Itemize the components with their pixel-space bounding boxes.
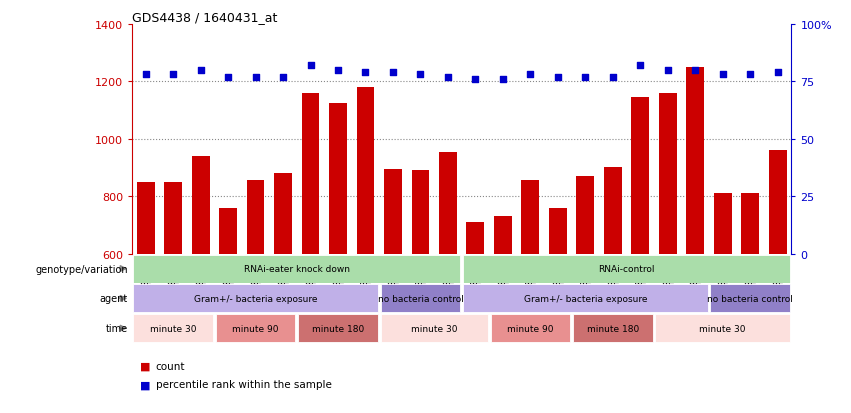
Bar [439, 152, 457, 254]
Text: minute 180: minute 180 [311, 324, 364, 333]
Bar [549, 208, 567, 254]
Point [441, 74, 454, 81]
Bar [604, 168, 622, 254]
Bar [215, 314, 295, 342]
Point [661, 67, 675, 74]
Bar [357, 88, 374, 254]
Point [579, 74, 592, 81]
Point [386, 70, 400, 76]
Bar [247, 181, 265, 254]
Point [688, 67, 702, 74]
Point [551, 74, 565, 81]
Point [139, 72, 152, 78]
Text: minute 180: minute 180 [586, 324, 639, 333]
Text: no bacteria control: no bacteria control [378, 294, 464, 303]
Point [523, 72, 537, 78]
Bar [380, 314, 488, 342]
Text: no bacteria control: no bacteria control [707, 294, 793, 303]
Text: agent: agent [100, 294, 128, 304]
Text: Gram+/- bacteria exposure: Gram+/- bacteria exposure [194, 294, 317, 303]
Bar [134, 285, 378, 313]
Bar [329, 104, 347, 254]
Point [414, 72, 427, 78]
Point [496, 76, 510, 83]
Text: minute 30: minute 30 [411, 324, 458, 333]
Bar [137, 183, 155, 254]
Bar [659, 94, 677, 254]
Bar [380, 285, 460, 313]
Bar [134, 255, 460, 283]
Point [221, 74, 235, 81]
Bar [686, 68, 704, 254]
Text: percentile rank within the sample: percentile rank within the sample [156, 380, 332, 389]
Text: time: time [106, 323, 128, 333]
Bar [768, 151, 786, 254]
Bar [466, 223, 484, 254]
Point [166, 72, 180, 78]
Point [771, 70, 785, 76]
Point [469, 76, 483, 83]
Text: RNAi-control: RNAi-control [598, 264, 654, 273]
Point [277, 74, 290, 81]
Bar [384, 169, 402, 254]
Bar [191, 157, 209, 254]
Point [716, 72, 729, 78]
Point [744, 72, 757, 78]
Point [358, 70, 372, 76]
Text: minute 90: minute 90 [507, 324, 554, 333]
Bar [164, 183, 182, 254]
Text: ■: ■ [140, 361, 151, 371]
Point [304, 63, 317, 69]
Text: count: count [156, 361, 186, 371]
Bar [522, 180, 540, 254]
Bar [463, 255, 790, 283]
Text: genotype/variation: genotype/variation [35, 264, 128, 274]
Point [606, 74, 620, 81]
Bar [134, 314, 213, 342]
Text: RNAi-eater knock down: RNAi-eater knock down [243, 264, 350, 273]
Point [633, 63, 647, 69]
Text: minute 30: minute 30 [150, 324, 197, 333]
Bar [631, 98, 649, 254]
Text: minute 30: minute 30 [700, 324, 746, 333]
Text: ■: ■ [140, 380, 151, 389]
Bar [463, 285, 708, 313]
Bar [576, 177, 594, 254]
Bar [655, 314, 790, 342]
Text: Gram+/- bacteria exposure: Gram+/- bacteria exposure [523, 294, 647, 303]
Point [248, 74, 262, 81]
Bar [274, 174, 292, 254]
Text: GDS4438 / 1640431_at: GDS4438 / 1640431_at [132, 11, 277, 24]
Bar [711, 285, 790, 313]
Bar [412, 171, 430, 254]
Point [331, 67, 345, 74]
Bar [494, 217, 511, 254]
Bar [490, 314, 570, 342]
Bar [298, 314, 378, 342]
Point [194, 67, 208, 74]
Bar [573, 314, 653, 342]
Text: minute 90: minute 90 [232, 324, 279, 333]
Bar [714, 194, 732, 254]
Bar [301, 93, 319, 254]
Bar [220, 208, 237, 254]
Bar [741, 194, 759, 254]
